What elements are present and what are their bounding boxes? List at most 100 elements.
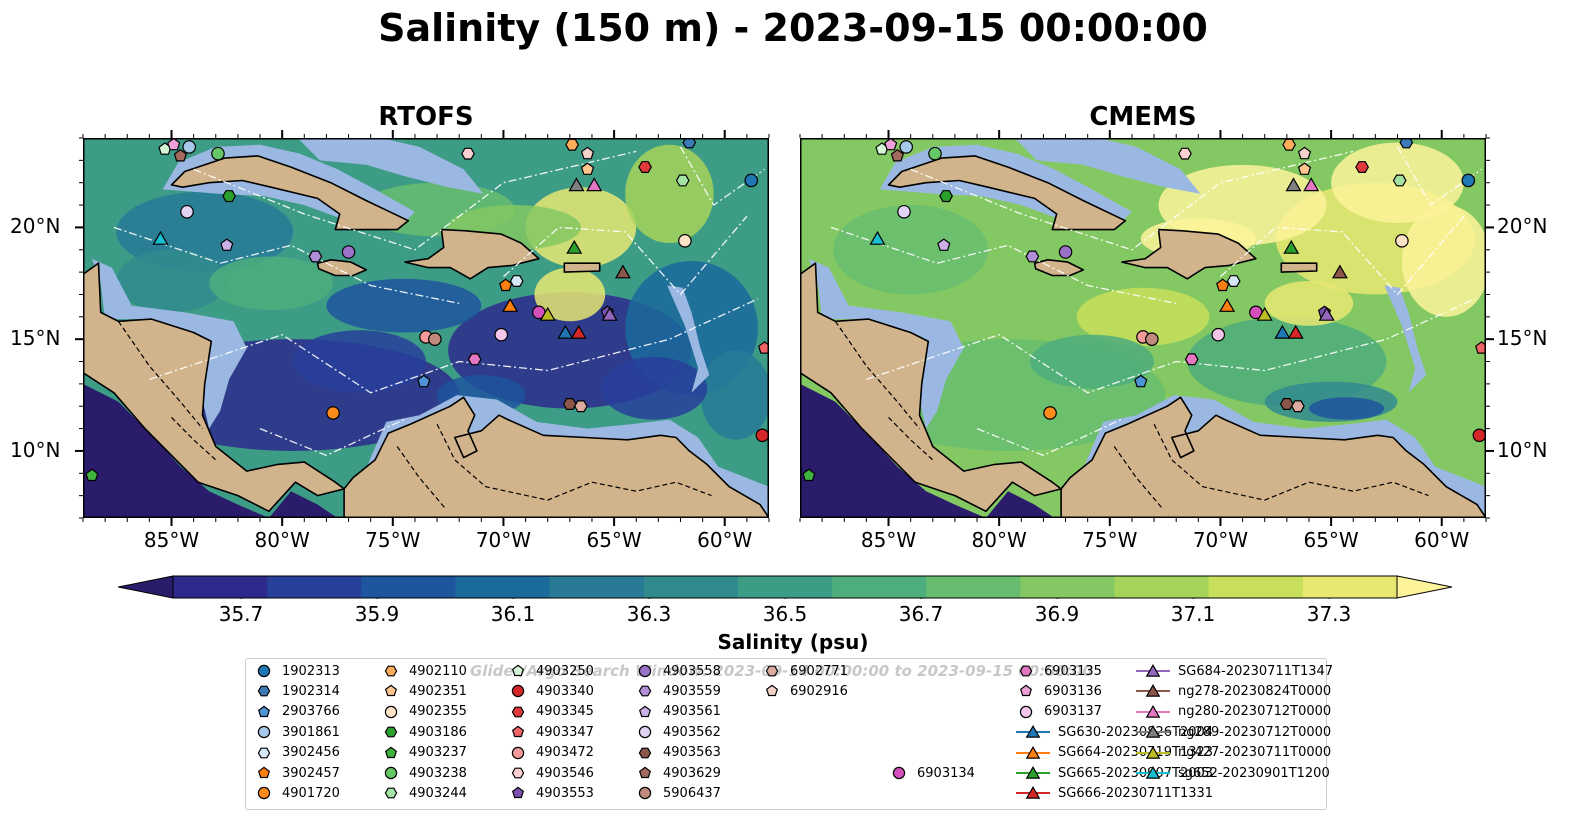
legend-marker-icon	[1016, 745, 1050, 759]
obs-6903135-rtofs	[467, 353, 482, 366]
border-line-2	[1153, 423, 1429, 501]
legend-marker	[257, 685, 271, 697]
lon-tick-label: 75°W	[1082, 528, 1138, 552]
colorbar	[118, 575, 1452, 599]
legend-entry-4902351: 4902351	[381, 682, 467, 700]
legend-marker-icon	[1136, 704, 1170, 718]
legend-label: ng278-20230824T0000	[1178, 683, 1332, 699]
obs-4903562-cmems	[897, 204, 911, 219]
legend-marker	[1019, 665, 1033, 677]
map-panel-rtofs[interactable]	[75, 130, 770, 526]
legend-marker	[384, 766, 398, 780]
land-south	[343, 396, 769, 518]
legend-marker-icon	[1136, 745, 1170, 759]
legend-marker-icon	[1136, 684, 1170, 698]
colorbar-tick-label: 36.5	[762, 602, 808, 626]
obs-sg652-20230901T1200-cmems	[869, 230, 886, 245]
legend-label: 4903558	[663, 663, 721, 679]
legend-marker-icon	[511, 746, 525, 759]
obs-4903186-cmems	[939, 190, 953, 203]
legend-marker-icon	[638, 725, 652, 739]
legend-entry-4903238: 4903238	[381, 764, 467, 782]
legend-entry-4902355: 4902355	[381, 703, 467, 721]
legend-label: sg652-20230901T1200	[1178, 765, 1330, 781]
legend-marker-icon	[1016, 786, 1050, 800]
legend-marker	[892, 766, 906, 780]
land-hispaniola	[404, 228, 540, 280]
obs-4901720-cmems	[1043, 406, 1057, 420]
obs-6903136-cmems	[884, 138, 898, 151]
shelf-panamaGulf	[268, 491, 338, 518]
legend-marker	[511, 787, 525, 799]
legend-label: 4903561	[663, 704, 721, 720]
legend-entry-SG684-20230711T1347: SG684-20230711T1347	[1136, 662, 1333, 680]
legend-marker-icon	[638, 685, 652, 697]
lon-tick-label: 70°W	[475, 528, 532, 552]
shelf-pacific	[83, 383, 269, 518]
legend-marker-icon	[765, 685, 779, 697]
legend-entry-1902314: 1902314	[254, 682, 340, 700]
colorbar-tick-label: 35.9	[354, 602, 400, 626]
legend-marker	[638, 725, 652, 739]
legend-label: 4902351	[409, 683, 467, 699]
legend-label: 2903766	[282, 704, 340, 720]
legend-label: 6903137	[1044, 704, 1102, 720]
legend-label: 4903237	[409, 745, 467, 761]
obs-3901861-cmems	[899, 140, 914, 154]
obs-4903559-cmems	[1025, 250, 1040, 263]
legend-entry-4903629: 4903629	[635, 764, 721, 782]
obs-SG665-20230907T2003-rtofs	[566, 239, 583, 254]
legend-label: 4903238	[409, 765, 467, 781]
legend-entry-SG630-20230826T2004: SG630-20230826T2004	[1016, 723, 1213, 741]
obs-4902110-rtofs	[565, 138, 579, 151]
obs-4903340-rtofs	[755, 428, 769, 443]
legend-marker	[257, 705, 271, 717]
obs-4903347-rtofs	[757, 341, 769, 354]
legend-marker-icon	[1016, 725, 1050, 738]
legend-entry-4903561: 4903561	[635, 703, 721, 721]
colorbar-tick-label: 37.1	[1170, 602, 1216, 626]
obs-SG684-20230711T1347-cmems	[1318, 306, 1335, 321]
legend-label: 6903136	[1044, 683, 1102, 699]
land-jamaica	[316, 259, 368, 277]
obs-4903561-cmems	[937, 238, 951, 251]
legend-marker-icon	[511, 787, 525, 799]
legend-marker	[384, 726, 398, 738]
obs-4903238-cmems	[928, 146, 942, 161]
obs-SG665-20230907T2003-cmems	[1283, 239, 1300, 254]
legend-label: 1902314	[282, 683, 340, 699]
legend-marker-icon	[257, 705, 271, 717]
map-frame-cmems	[800, 138, 1486, 518]
lat-tick-label-right: 20°N	[1497, 214, 1548, 239]
map-panel-cmems[interactable]	[799, 130, 1494, 526]
colorbar-bin	[173, 576, 268, 598]
legend-marker-icon	[1019, 685, 1033, 697]
land-cuba	[887, 155, 1127, 231]
legend-label: 4901720	[282, 785, 340, 801]
legend-marker	[257, 747, 271, 758]
legend-label: 4903340	[536, 683, 594, 699]
legend-marker-icon	[384, 685, 398, 697]
legend-marker	[765, 685, 779, 697]
lon-tick-label: 85°W	[143, 528, 200, 552]
legend-marker	[638, 685, 652, 697]
eez-line-4	[976, 419, 1122, 457]
obs-5906437-cmems	[1145, 332, 1159, 346]
colorbar-bin	[549, 576, 645, 598]
legend-marker-icon	[1136, 725, 1170, 738]
legend-label: 3901861	[282, 724, 340, 740]
legend-label: 4903347	[536, 724, 594, 740]
land-jamaica	[1033, 259, 1085, 277]
legend-label: 4903244	[409, 785, 467, 801]
obs-ng289-20230712T0000-cmems	[1285, 177, 1302, 192]
legend-marker-icon	[257, 664, 271, 678]
legend-label: 4903472	[536, 745, 594, 761]
legend-marker-icon	[384, 726, 398, 738]
obs-SG684-20230711T1347-rtofs	[601, 306, 618, 321]
obs-ng427-20230711T0000-rtofs	[539, 306, 556, 321]
legend-marker	[1025, 725, 1041, 738]
legend-entry-3902456: 3902456	[254, 744, 340, 762]
legend-watermark: Glider/Argo Search Window: 2023-09-14 00…	[470, 662, 1093, 680]
legend-marker-icon	[892, 766, 906, 780]
legend-label: 3902457	[282, 765, 340, 781]
